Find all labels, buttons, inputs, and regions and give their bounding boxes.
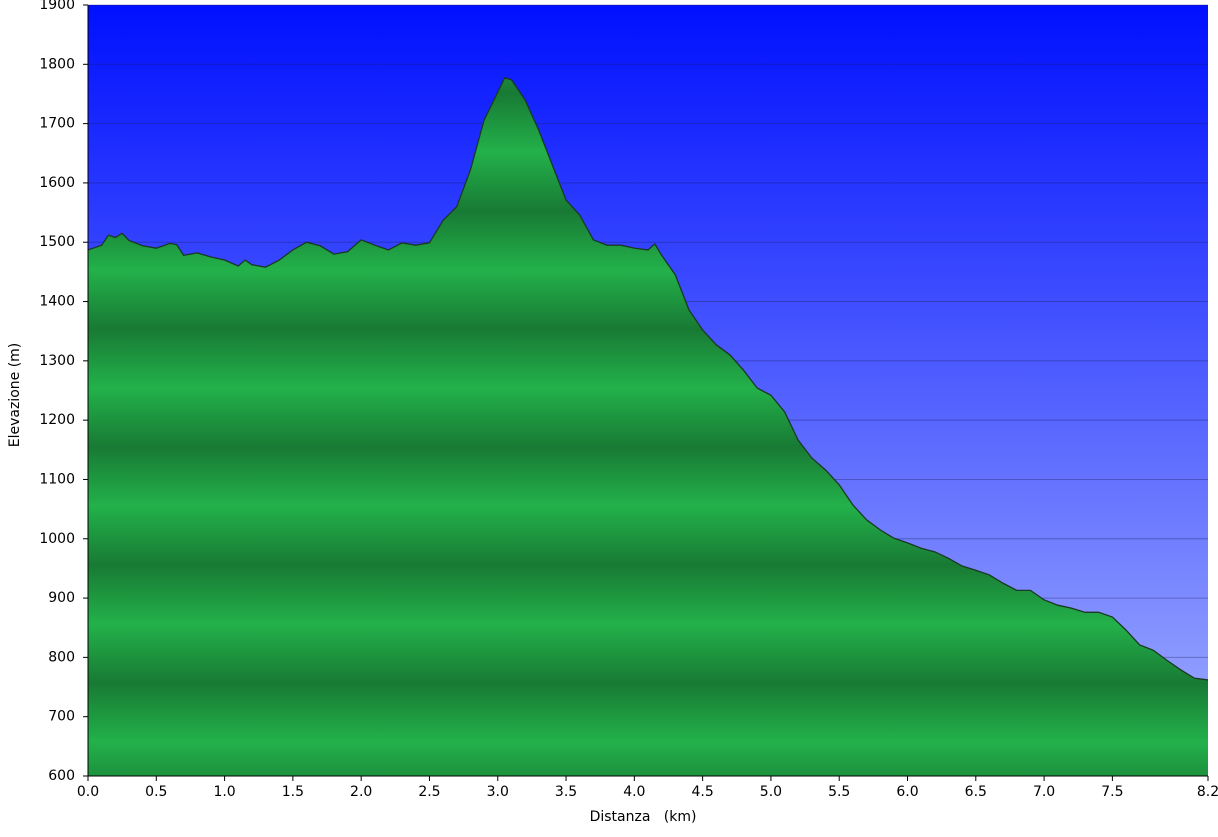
x-tick-label: 0.5 bbox=[145, 784, 167, 800]
x-tick-label: 7.5 bbox=[1101, 784, 1123, 800]
x-tick-label: 3.0 bbox=[487, 784, 509, 800]
y-tick-label: 1600 bbox=[39, 175, 75, 191]
y-tick-label: 1200 bbox=[39, 412, 75, 428]
x-tick-label: 8.2 bbox=[1197, 784, 1218, 800]
y-tick-label: 1400 bbox=[39, 294, 75, 310]
y-tick-label: 600 bbox=[48, 768, 75, 784]
y-tick-label: 1700 bbox=[39, 116, 75, 132]
x-tick-label: 2.5 bbox=[418, 784, 440, 800]
y-tick-label: 1800 bbox=[39, 56, 75, 72]
y-tick-label: 1100 bbox=[39, 471, 75, 487]
y-tick-label: 1500 bbox=[39, 234, 75, 250]
y-axis-label: Elevazione (m) bbox=[7, 343, 23, 448]
y-tick-label: 1000 bbox=[39, 531, 75, 547]
y-tick-label: 1300 bbox=[39, 353, 75, 369]
x-tick-label: 1.0 bbox=[213, 784, 235, 800]
x-tick-label: 1.5 bbox=[282, 784, 304, 800]
x-tick-label: 7.0 bbox=[1033, 784, 1055, 800]
x-tick-label: 4.0 bbox=[623, 784, 645, 800]
y-tick-label: 800 bbox=[48, 649, 75, 665]
y-tick-label: 900 bbox=[48, 590, 75, 606]
x-tick-label: 0.0 bbox=[77, 784, 99, 800]
elevation-line bbox=[87, 77, 1209, 681]
x-tick-label: 4.5 bbox=[692, 784, 714, 800]
x-tick-label: 3.5 bbox=[555, 784, 577, 800]
elevation-area bbox=[88, 77, 1208, 776]
x-tick-label: 2.0 bbox=[350, 784, 372, 800]
x-tick-label: 5.5 bbox=[828, 784, 850, 800]
x-tick-label: 6.5 bbox=[965, 784, 987, 800]
y-tick-label: 1900 bbox=[39, 0, 75, 13]
x-tick-label: 6.0 bbox=[896, 784, 918, 800]
y-tick-label: 700 bbox=[48, 709, 75, 725]
x-tick-label: 5.0 bbox=[760, 784, 782, 800]
x-axis-label: Distanza (km) bbox=[590, 809, 697, 825]
